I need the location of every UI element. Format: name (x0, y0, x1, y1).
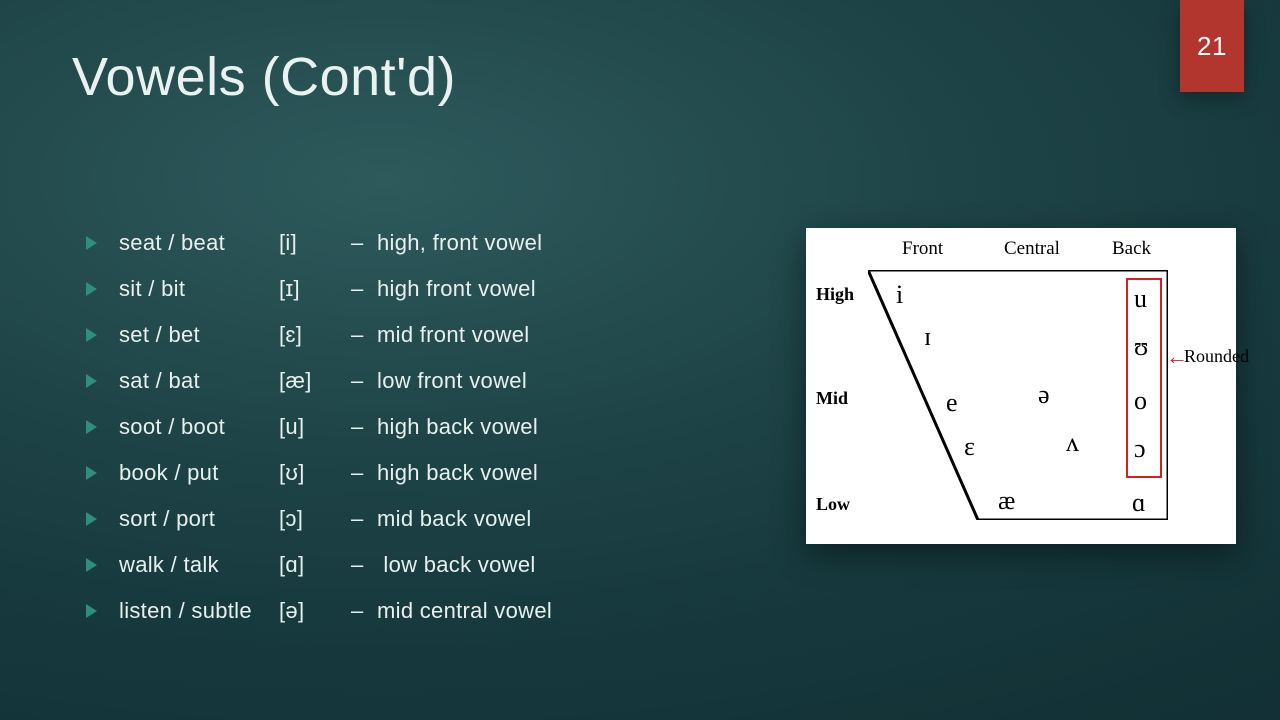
ipa-symbol: [u] (279, 414, 351, 440)
example-words: set / bet (119, 322, 279, 348)
vowel-chart: Front Central Back High Mid Low ← Rounde… (806, 228, 1236, 544)
example-words: sort / port (119, 506, 279, 532)
separator: – (351, 276, 377, 302)
vowel-small-i: ɪ (924, 322, 931, 352)
list-item: seat / beat [i] – high, front vowel (86, 230, 706, 256)
vowel-o: o (1134, 386, 1147, 416)
separator: – (351, 552, 377, 578)
ipa-symbol: [æ] (279, 368, 351, 394)
bullet-list: seat / beat [i] – high, front vowel sit … (86, 230, 706, 644)
row-label-high: High (816, 284, 854, 305)
bullet-triangle-icon (86, 236, 97, 250)
bullet-triangle-icon (86, 420, 97, 434)
vowel-desc: high, front vowel (377, 230, 706, 256)
ipa-symbol: [ɪ] (279, 276, 351, 302)
separator: – (351, 598, 377, 624)
bullet-triangle-icon (86, 282, 97, 296)
vowel-desc: low front vowel (377, 368, 706, 394)
example-words: listen / subtle (119, 598, 279, 624)
rounded-label: Rounded (1184, 346, 1249, 367)
vowel-u: u (1134, 284, 1147, 314)
bullet-triangle-icon (86, 328, 97, 342)
page-number-badge: 21 (1180, 0, 1244, 92)
vowel-scripta: ɑ (1132, 488, 1146, 518)
vowel-desc: high front vowel (377, 276, 706, 302)
row-label-low: Low (816, 494, 850, 515)
vowel-e: e (946, 388, 958, 418)
example-words: seat / beat (119, 230, 279, 256)
separator: – (351, 322, 377, 348)
example-words: soot / boot (119, 414, 279, 440)
col-label-front: Front (902, 238, 943, 260)
vowel-ae: æ (998, 486, 1015, 516)
example-words: walk / talk (119, 552, 279, 578)
col-label-back: Back (1112, 238, 1151, 260)
separator: – (351, 506, 377, 532)
list-item: set / bet [ɛ] – mid front vowel (86, 322, 706, 348)
slide-title: Vowels (Cont'd) (72, 46, 456, 108)
list-item: sit / bit [ɪ] – high front vowel (86, 276, 706, 302)
vowel-i: i (896, 280, 903, 310)
ipa-symbol: [ə] (279, 598, 351, 624)
col-label-central: Central (1004, 238, 1060, 260)
vowel-schwa: ə (1038, 380, 1050, 410)
vowel-openO: ɔ (1134, 434, 1146, 464)
vowel-desc: low back vowel (377, 552, 706, 578)
separator: – (351, 230, 377, 256)
separator: – (351, 414, 377, 440)
vowel-hbk-u: ʊ (1134, 332, 1148, 362)
ipa-symbol: [ʊ] (279, 460, 351, 486)
list-item: soot / boot [u] – high back vowel (86, 414, 706, 440)
row-label-mid: Mid (816, 388, 848, 409)
ipa-symbol: [i] (279, 230, 351, 256)
bullet-triangle-icon (86, 558, 97, 572)
vowel-desc: mid central vowel (377, 598, 706, 624)
separator: – (351, 368, 377, 394)
bullet-triangle-icon (86, 604, 97, 618)
list-item: book / put [ʊ] – high back vowel (86, 460, 706, 486)
list-item: sat / bat [æ] – low front vowel (86, 368, 706, 394)
list-item: sort / port [ɔ] – mid back vowel (86, 506, 706, 532)
vowel-desc: mid back vowel (377, 506, 706, 532)
vowel-desc: mid front vowel (377, 322, 706, 348)
ipa-symbol: [ɔ] (279, 506, 351, 532)
vowel-desc: high back vowel (377, 460, 706, 486)
example-words: sit / bit (119, 276, 279, 302)
vowel-eps: ɛ (964, 432, 975, 462)
bullet-triangle-icon (86, 512, 97, 526)
vowel-desc: high back vowel (377, 414, 706, 440)
ipa-symbol: [ɑ] (279, 552, 351, 578)
bullet-triangle-icon (86, 374, 97, 388)
list-item: listen / subtle [ə] – mid central vowel (86, 598, 706, 624)
example-words: book / put (119, 460, 279, 486)
ipa-symbol: [ɛ] (279, 322, 351, 348)
list-item: walk / talk [ɑ] – low back vowel (86, 552, 706, 578)
bullet-triangle-icon (86, 466, 97, 480)
separator: – (351, 460, 377, 486)
vowel-trapezoid (868, 270, 1168, 520)
vowel-wedge: ʌ (1066, 428, 1079, 458)
example-words: sat / bat (119, 368, 279, 394)
